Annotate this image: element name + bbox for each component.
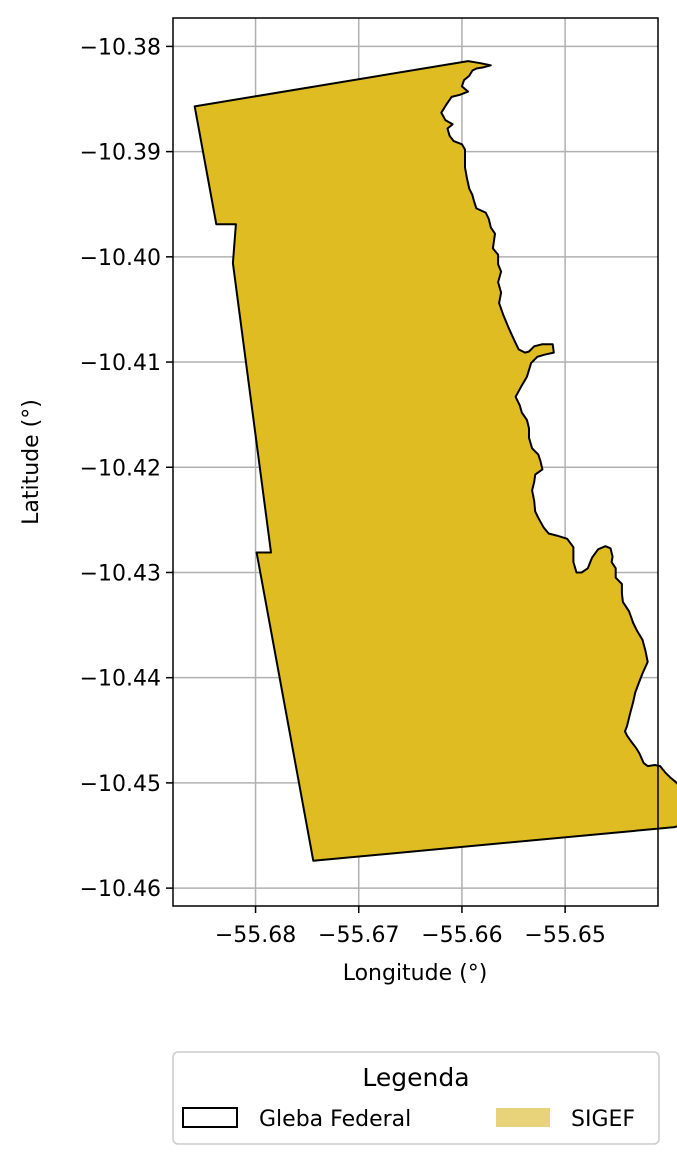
y-tick-label: −10.40: [80, 246, 161, 271]
y-axis-title: Latitude (°): [19, 399, 44, 525]
legend-label-gleba-federal: Gleba Federal: [259, 1107, 411, 1132]
y-tick-label: −10.39: [80, 141, 161, 166]
legend: Legenda Gleba Federal SIGEF: [172, 1051, 660, 1145]
x-tick-label: −55.67: [318, 923, 399, 948]
x-tick-label: −55.66: [421, 923, 502, 948]
y-tick-label: −10.43: [80, 561, 161, 586]
x-axis-title: Longitude (°): [343, 961, 488, 986]
y-tick-label: −10.44: [80, 667, 161, 692]
legend-label-sigef: SIGEF: [571, 1107, 635, 1132]
y-tick-label: −10.41: [80, 351, 161, 376]
plot-area: [172, 17, 677, 907]
y-tick-label: −10.42: [80, 456, 161, 481]
y-tick-label: −10.38: [80, 35, 161, 60]
legend-title: Legenda: [362, 1063, 469, 1092]
x-tick-label: −55.65: [524, 923, 605, 948]
y-axis-ticks: −10.38 −10.39 −10.40 −10.41 −10.42 −10.43 −10.…: [80, 35, 173, 902]
legend-swatch-gleba-federal: [182, 1107, 238, 1128]
y-tick-label: −10.45: [80, 772, 161, 797]
y-tick-label: −10.46: [80, 877, 161, 902]
x-tick-label: −55.68: [215, 923, 296, 948]
legend-swatch-sigef: [496, 1108, 550, 1127]
x-axis-ticks: −55.68 −55.67 −55.66 −55.65: [215, 906, 606, 948]
gleba-federal-polygon: [193, 60, 677, 862]
plot-frame: [172, 17, 659, 907]
